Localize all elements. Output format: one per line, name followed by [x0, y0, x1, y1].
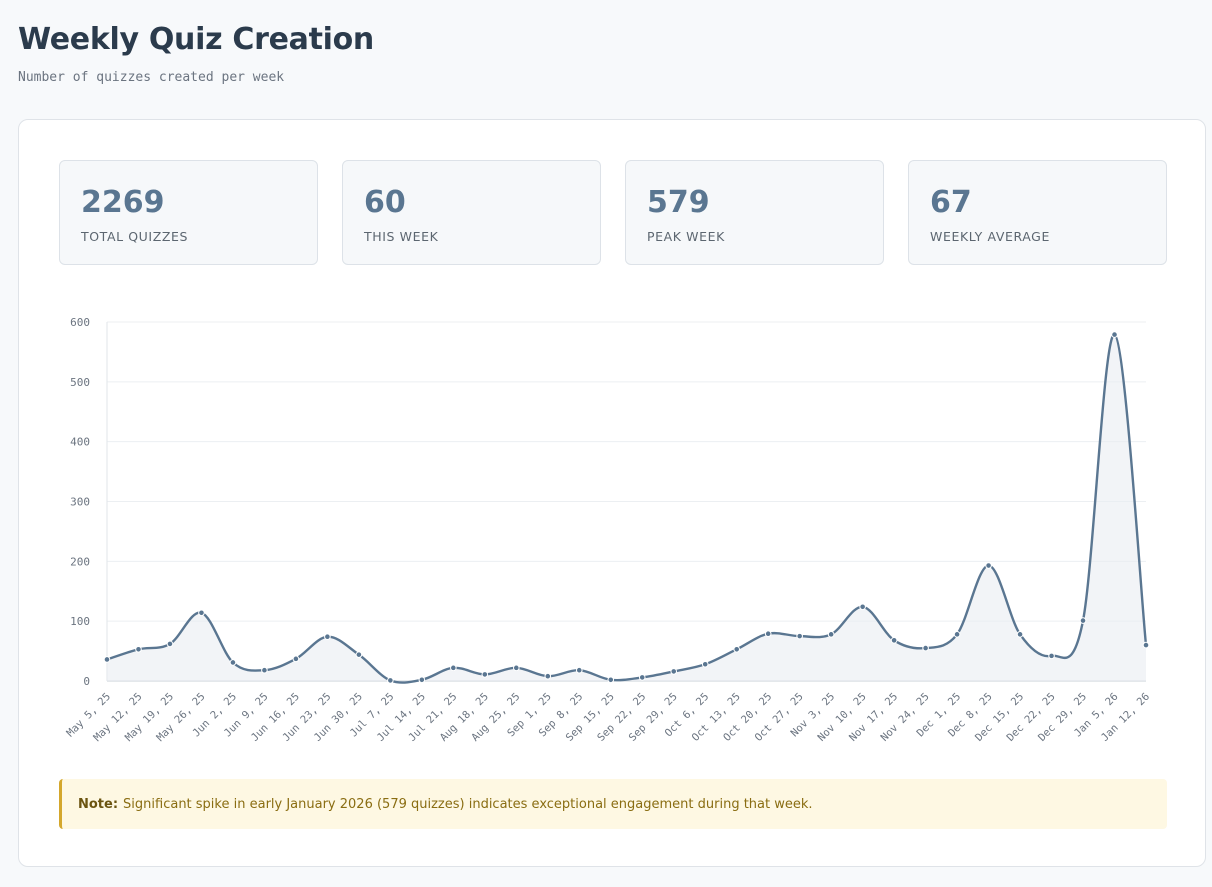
data-point [481, 671, 489, 678]
data-point [544, 672, 552, 680]
area-fill [107, 334, 1146, 683]
stat-label: PEAK WEEK [647, 229, 725, 244]
y-tick-label: 300 [70, 496, 90, 509]
data-point [450, 664, 457, 672]
note-text: Significant spike in early January 2026 … [123, 796, 813, 812]
stat-value: 2269 [81, 185, 165, 220]
data-point [607, 676, 615, 684]
data-point [135, 645, 142, 653]
data-point [670, 668, 678, 675]
stat-label: TOTAL QUIZZES [81, 229, 189, 244]
stat-card-this-week: 60 THIS WEEK [342, 160, 601, 265]
data-point [418, 676, 426, 684]
stat-label: THIS WEEK [364, 229, 439, 244]
stat-value: 60 [364, 185, 406, 220]
data-point [575, 666, 583, 674]
y-tick-label: 100 [70, 615, 90, 628]
page-subtitle: Number of quizzes created per week [18, 70, 285, 85]
data-point [985, 562, 992, 569]
stat-label: WEEKLY AVERAGE [930, 229, 1050, 244]
data-point [292, 655, 300, 663]
stat-card-peak-week: 579 PEAK WEEK [625, 160, 884, 265]
stat-card-weekly-average: 67 WEEKLY AVERAGE [908, 160, 1167, 265]
note-label: Note: [78, 796, 119, 812]
data-point [1142, 641, 1150, 649]
data-point [733, 645, 740, 653]
data-point [513, 664, 520, 672]
data-point [764, 630, 772, 638]
data-point [1079, 617, 1087, 624]
data-point [1111, 331, 1118, 338]
y-tick-label: 500 [70, 376, 90, 389]
data-point [103, 656, 111, 663]
note-callout: Note: Significant spike in early January… [59, 779, 1167, 829]
data-point [387, 677, 394, 684]
chart-card: 2269 TOTAL QUIZZES 60 THIS WEEK 579 PEAK… [18, 119, 1206, 867]
data-point [827, 631, 835, 638]
data-point [198, 609, 205, 617]
y-tick-label: 200 [70, 555, 90, 568]
data-point [324, 633, 331, 641]
data-point [229, 659, 237, 666]
data-point [953, 631, 961, 638]
data-point [701, 660, 709, 668]
stat-card-total-quizzes: 2269 TOTAL QUIZZES [59, 160, 318, 265]
y-tick-label: 0 [83, 675, 90, 688]
data-point [796, 632, 803, 640]
stat-value: 67 [930, 185, 972, 220]
y-tick-label: 600 [70, 316, 90, 329]
data-point [922, 644, 929, 652]
stat-value: 579 [647, 185, 710, 220]
page-title: Weekly Quiz Creation [18, 22, 374, 57]
y-tick-label: 400 [70, 436, 90, 449]
data-point [638, 674, 646, 681]
data-point [1048, 652, 1055, 660]
data-point [166, 640, 174, 648]
data-point [890, 637, 898, 644]
data-point [859, 603, 866, 611]
data-point [355, 651, 363, 658]
data-point [261, 666, 268, 674]
data-point [1016, 631, 1024, 638]
